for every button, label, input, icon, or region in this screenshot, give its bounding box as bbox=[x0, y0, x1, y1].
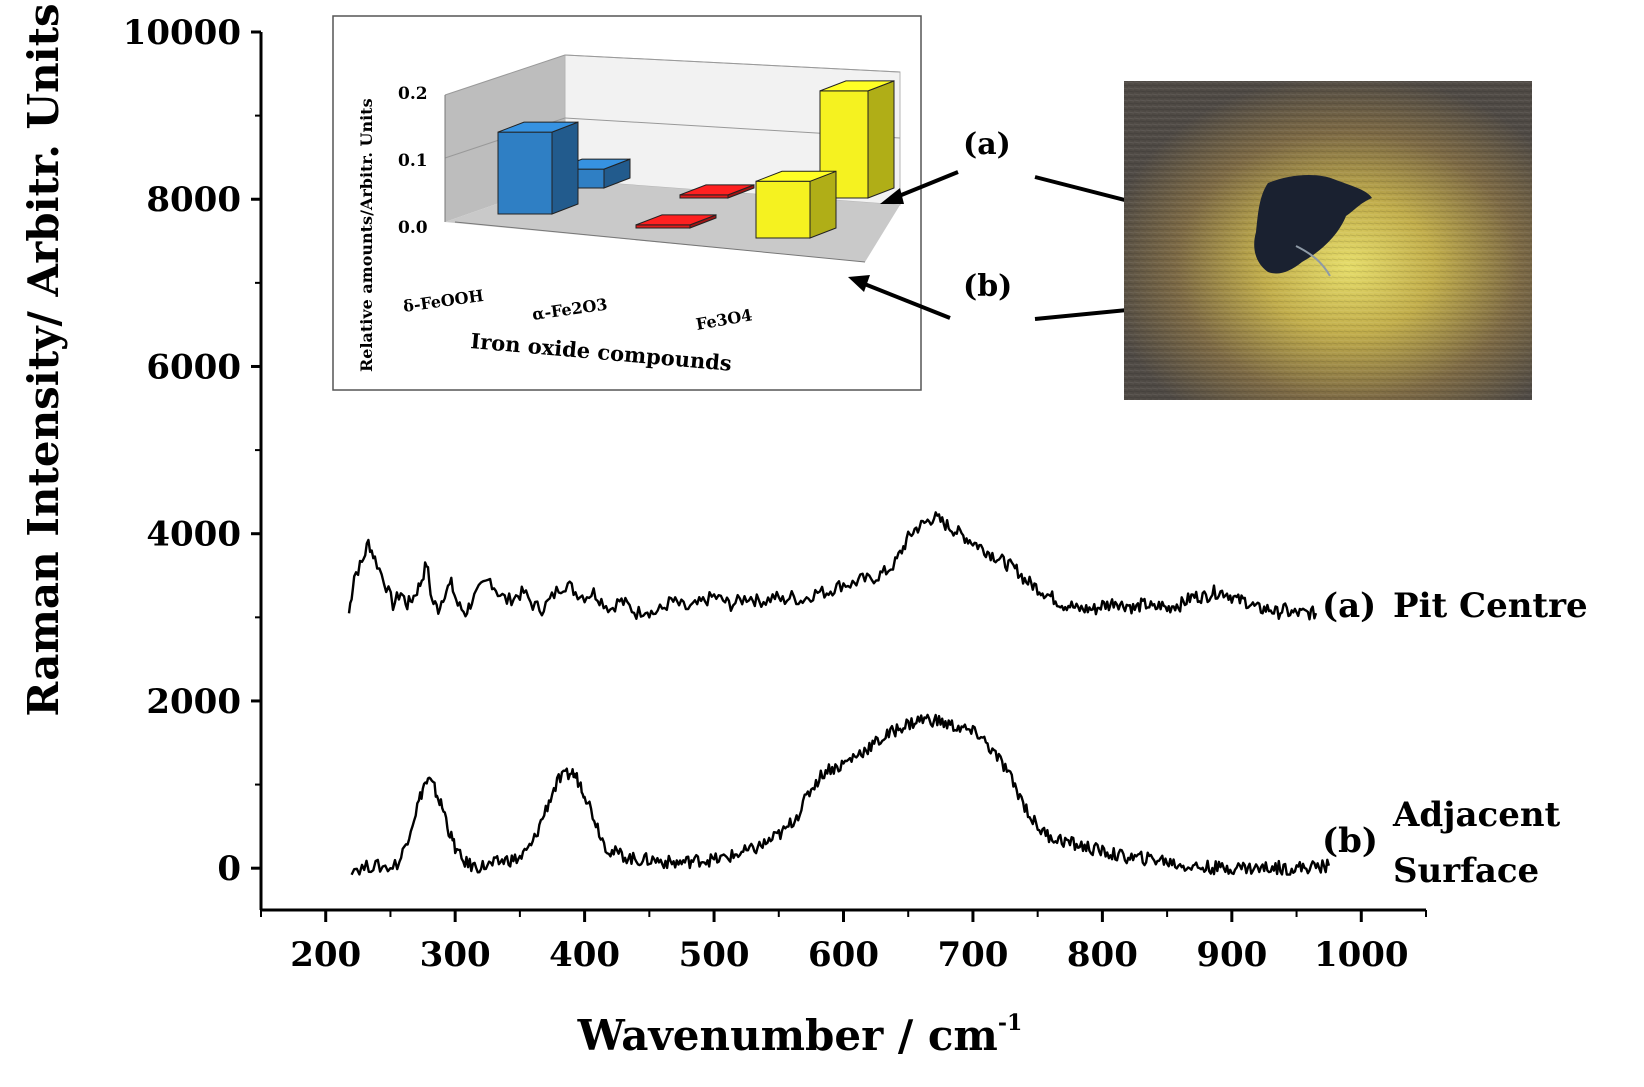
series-a-tag: (a) bbox=[1322, 586, 1376, 626]
series-b-name-line2: Surface bbox=[1393, 851, 1539, 891]
pit-dark-region bbox=[1254, 174, 1372, 274]
arrow-a-to-inset bbox=[880, 170, 959, 204]
y-tick-label: 10000 bbox=[123, 13, 241, 53]
inset-bar-a-2 bbox=[755, 170, 837, 239]
inset-bar-a-2-top bbox=[755, 170, 837, 182]
inset-bar-b-2-side bbox=[867, 80, 895, 199]
x-tick-label: 900 bbox=[1196, 935, 1267, 975]
series-a-name: Pit Centre bbox=[1393, 586, 1588, 626]
inset-y-tick-0: 0.0 bbox=[398, 218, 428, 238]
y-tick-label: 6000 bbox=[146, 347, 241, 387]
microscope-photo-pit bbox=[1124, 81, 1532, 400]
x-tick-label: 500 bbox=[679, 935, 750, 975]
inset-bar-a-0 bbox=[497, 121, 579, 215]
inset-bar-a-1-top bbox=[635, 214, 717, 226]
inset-bar-b-1 bbox=[679, 184, 755, 199]
inset-bar-a-0-front bbox=[497, 131, 553, 215]
inset-bars bbox=[497, 80, 895, 239]
x-axis-title: Wavenumber / cm-1 bbox=[577, 1010, 1023, 1060]
inset-y-axis-title: Relative amounts/Arbitr. Units bbox=[357, 98, 376, 372]
series-line-b bbox=[350, 713, 1331, 876]
inset-bar-a-0-side bbox=[551, 121, 579, 215]
x-tick-label: 1000 bbox=[1314, 935, 1409, 975]
inset-bar-b-1-top bbox=[679, 184, 755, 196]
inset-y-tick-2: 0.2 bbox=[398, 84, 428, 104]
x-tick-label: 700 bbox=[937, 935, 1008, 975]
x-axis-title-superscript: -1 bbox=[998, 1010, 1022, 1036]
y-tick-label: 2000 bbox=[146, 682, 241, 722]
x-tick-label: 400 bbox=[549, 935, 620, 975]
series-b-name-line1: Adjacent bbox=[1392, 795, 1561, 835]
main-series bbox=[347, 511, 1331, 876]
series-b-tag: (b) bbox=[1322, 821, 1378, 861]
main-axes: 0 2000 4000 6000 8000 10000 200 300 400 500 600 700… bbox=[123, 13, 1427, 975]
y-tick-label: 8000 bbox=[146, 180, 241, 220]
inset-bar-chart: 0.0 0.1 0.2 δ-FeOOH α-Fe2O3 Fe3O4 Iron o… bbox=[332, 15, 922, 391]
x-tick-label: 600 bbox=[808, 935, 879, 975]
y-axis-title: Raman Intensity/ Arbitr. Units bbox=[19, 3, 68, 716]
inset-bar-a-2-side bbox=[809, 170, 837, 239]
inset-bar-b-2 bbox=[819, 80, 895, 199]
pit-crack bbox=[1295, 245, 1331, 277]
inset-bar-a-1 bbox=[635, 214, 717, 229]
x-tick-label: 200 bbox=[290, 935, 361, 975]
x-axis-title-main: Wavenumber / cm bbox=[577, 1011, 998, 1060]
y-tick-label: 4000 bbox=[146, 515, 241, 555]
x-tick-label: 800 bbox=[1067, 935, 1138, 975]
annotation-label-a: (a) bbox=[963, 127, 1011, 162]
inset-y-tick-1: 0.1 bbox=[398, 151, 428, 171]
inset-x-axis-line bbox=[454, 221, 866, 263]
inset-bar-a-2-front bbox=[755, 180, 811, 239]
inset-bar-b-2-top bbox=[819, 80, 895, 92]
inset-bar-a-0-top bbox=[497, 121, 579, 133]
main-text: Raman Intensity/ Arbitr. Units Wavenumbe… bbox=[19, 3, 1588, 1060]
y-tick-label: 0 bbox=[217, 849, 241, 889]
annotation-label-b: (b) bbox=[963, 269, 1012, 304]
arrow-b-to-inset bbox=[848, 275, 951, 320]
series-line-a bbox=[347, 511, 1318, 621]
x-tick-label: 300 bbox=[420, 935, 491, 975]
